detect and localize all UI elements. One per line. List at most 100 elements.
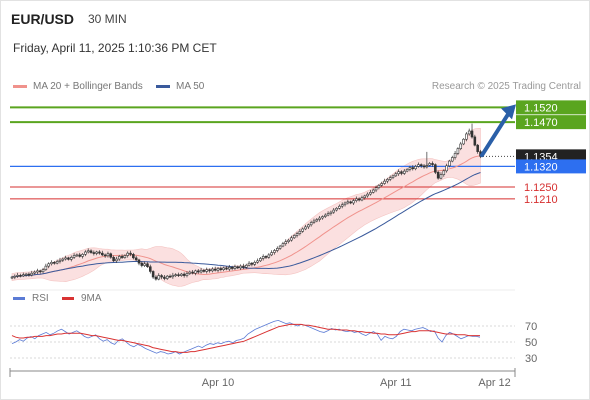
price-label-pivot: 1.1320: [524, 161, 558, 173]
candle-body: [360, 197, 364, 201]
candle-body: [394, 173, 398, 177]
candle-body: [349, 201, 352, 204]
candle-body: [137, 259, 141, 264]
candle-body: [281, 243, 285, 247]
candle-body: [242, 265, 245, 268]
candle-body: [41, 269, 45, 273]
candle-body: [33, 271, 36, 274]
candle-body: [391, 175, 395, 178]
candle-body: [307, 224, 310, 228]
candle-body: [219, 268, 223, 270]
candle-body: [239, 265, 242, 269]
candle-body: [115, 258, 118, 262]
forecast-arrow-shaft: [480, 112, 510, 158]
candle-body: [86, 250, 90, 253]
candle-body: [290, 237, 293, 241]
candle-body: [374, 187, 378, 191]
candle-body: [448, 160, 451, 167]
candle-body: [343, 202, 347, 206]
candle-body: [338, 205, 341, 209]
candle-body: [304, 226, 307, 230]
candle-body: [329, 211, 333, 214]
candle-body: [276, 248, 279, 251]
candle-body: [295, 233, 299, 236]
candle-body: [230, 267, 234, 269]
x-tick-label: Apr 10: [202, 377, 234, 389]
price-tag-support-2: 1.1210: [524, 194, 558, 206]
candle-body: [55, 261, 59, 264]
rsi-series-9ma: [11, 323, 480, 353]
candle-body: [208, 269, 211, 272]
candle-body: [174, 274, 177, 276]
candle-body: [157, 275, 161, 280]
candle-body: [196, 270, 200, 273]
candle-body: [428, 163, 431, 166]
research-credit: Research © 2025 Trading Central: [431, 81, 581, 92]
candle-body: [64, 257, 67, 260]
candle-body: [228, 267, 231, 270]
legend-rsi-ma: 9MA: [62, 293, 102, 304]
candle-body: [408, 167, 412, 170]
candle-body: [397, 171, 400, 175]
candle-body: [84, 251, 87, 255]
candle-body: [346, 201, 350, 204]
candle-body: [318, 217, 321, 220]
candle-body: [253, 261, 256, 265]
candle-body: [89, 250, 93, 253]
candle-body: [67, 257, 70, 260]
legend-ma20: MA 20 + Bollinger Bands: [13, 81, 143, 92]
candle-body: [92, 252, 96, 254]
candle-body: [27, 273, 31, 276]
candle-body: [431, 163, 434, 165]
forecast-arrow-head: [501, 104, 516, 120]
legend-ma50: MA 50: [156, 81, 204, 92]
candle-body: [355, 198, 358, 201]
candle-body: [75, 254, 79, 257]
candle-body: [185, 273, 189, 276]
legend-rsi: RSI: [13, 293, 49, 304]
candle-body: [58, 259, 62, 262]
ma50-legend-label: MA 50: [176, 81, 205, 92]
candle-body: [194, 270, 197, 274]
candle-body: [180, 273, 183, 276]
candle-body: [47, 263, 50, 267]
candle-body: [388, 177, 392, 180]
candle-body: [106, 253, 110, 257]
candle-body: [298, 231, 302, 234]
rsi-swatch: [13, 297, 25, 300]
price-label-resistance-2: 1.1520: [524, 102, 558, 114]
candle-body: [53, 261, 56, 264]
candle-body: [211, 268, 214, 272]
candle-body: [442, 170, 446, 175]
candle-body: [273, 250, 276, 253]
candle-body: [101, 252, 104, 256]
candle-body: [188, 271, 192, 274]
candle-body: [369, 192, 372, 195]
candle-body: [222, 267, 225, 270]
candle-body: [22, 274, 25, 277]
candle-body: [366, 193, 369, 197]
candle-body: [383, 180, 386, 184]
candle-body: [126, 252, 129, 256]
candle-body: [261, 256, 265, 259]
candle-body: [129, 252, 132, 255]
candle-body: [151, 271, 155, 278]
candle-body: [236, 266, 240, 269]
candle-body: [315, 219, 319, 222]
candle-body: [69, 256, 73, 260]
candle-body: [386, 179, 389, 182]
candle-body: [30, 272, 34, 276]
rsi-tick-70: 70: [525, 321, 537, 333]
rsi-tick-30: 30: [525, 353, 537, 365]
interval-label: 30 MIN: [88, 12, 127, 26]
candle-body: [371, 189, 375, 193]
price-tag-resistance-1: 1.1470: [516, 115, 586, 130]
candle-body: [146, 263, 149, 268]
rsi-series-rsi: [11, 319, 481, 355]
ma50-swatch: [156, 85, 170, 88]
candle-body: [278, 245, 282, 249]
candle-body: [419, 164, 423, 167]
candle-body: [459, 143, 463, 149]
candle-body: [103, 254, 107, 257]
